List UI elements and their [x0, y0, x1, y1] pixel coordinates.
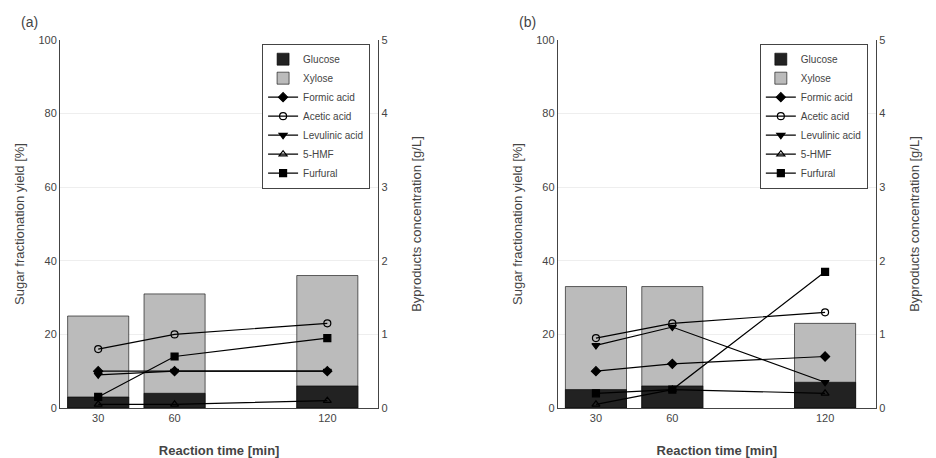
- svg-text:5: 5: [879, 34, 885, 46]
- svg-text:100: 100: [38, 34, 56, 46]
- svg-text:Acetic acid: Acetic acid: [303, 111, 351, 122]
- svg-text:(b): (b): [519, 14, 536, 30]
- svg-text:3: 3: [381, 181, 387, 193]
- svg-text:5-HMF: 5-HMF: [303, 149, 334, 160]
- svg-text:2: 2: [879, 255, 885, 267]
- svg-text:80: 80: [542, 107, 554, 119]
- svg-text:Formic acid: Formic acid: [303, 92, 355, 103]
- svg-text:40: 40: [542, 255, 554, 267]
- svg-text:(a): (a): [21, 14, 38, 30]
- svg-text:80: 80: [45, 107, 57, 119]
- svg-text:20: 20: [45, 328, 57, 340]
- svg-text:4: 4: [879, 107, 885, 119]
- svg-text:Levulinic acid: Levulinic acid: [303, 130, 363, 141]
- svg-text:Sugar fractionation yield [%]: Sugar fractionation yield [%]: [510, 143, 525, 305]
- svg-text:40: 40: [45, 255, 57, 267]
- svg-text:20: 20: [542, 328, 554, 340]
- svg-text:Furfural: Furfural: [801, 168, 835, 179]
- svg-text:1: 1: [879, 328, 885, 340]
- svg-text:5: 5: [381, 34, 387, 46]
- svg-text:3: 3: [879, 181, 885, 193]
- svg-text:Reaction time [min]: Reaction time [min]: [657, 443, 778, 458]
- svg-text:2: 2: [381, 255, 387, 267]
- svg-text:Sugar fractionation yield [%]: Sugar fractionation yield [%]: [12, 143, 27, 305]
- svg-text:Formic acid: Formic acid: [801, 92, 853, 103]
- svg-text:Xylose: Xylose: [801, 73, 831, 84]
- svg-text:60: 60: [542, 181, 554, 193]
- svg-text:100: 100: [536, 34, 554, 46]
- svg-text:60: 60: [45, 181, 57, 193]
- svg-text:Furfural: Furfural: [303, 168, 337, 179]
- svg-text:30: 30: [92, 412, 104, 424]
- svg-text:Levulinic acid: Levulinic acid: [801, 130, 861, 141]
- svg-text:Byproducts concentration [g/L]: Byproducts concentration [g/L]: [409, 136, 424, 312]
- svg-text:Glucose: Glucose: [801, 54, 838, 65]
- svg-text:Glucose: Glucose: [303, 54, 340, 65]
- svg-text:1: 1: [381, 328, 387, 340]
- svg-text:Byproducts concentration [g/L]: Byproducts concentration [g/L]: [907, 136, 922, 312]
- svg-text:0: 0: [548, 402, 554, 414]
- svg-text:120: 120: [816, 412, 834, 424]
- svg-text:60: 60: [168, 412, 180, 424]
- svg-text:0: 0: [879, 402, 885, 414]
- svg-text:5-HMF: 5-HMF: [801, 149, 832, 160]
- svg-text:Xylose: Xylose: [303, 73, 333, 84]
- svg-text:30: 30: [590, 412, 602, 424]
- svg-text:120: 120: [318, 412, 336, 424]
- svg-text:Acetic acid: Acetic acid: [801, 111, 849, 122]
- svg-text:0: 0: [51, 402, 57, 414]
- svg-text:0: 0: [381, 402, 387, 414]
- svg-text:4: 4: [381, 107, 387, 119]
- svg-text:60: 60: [666, 412, 678, 424]
- svg-text:Reaction time [min]: Reaction time [min]: [159, 443, 280, 458]
